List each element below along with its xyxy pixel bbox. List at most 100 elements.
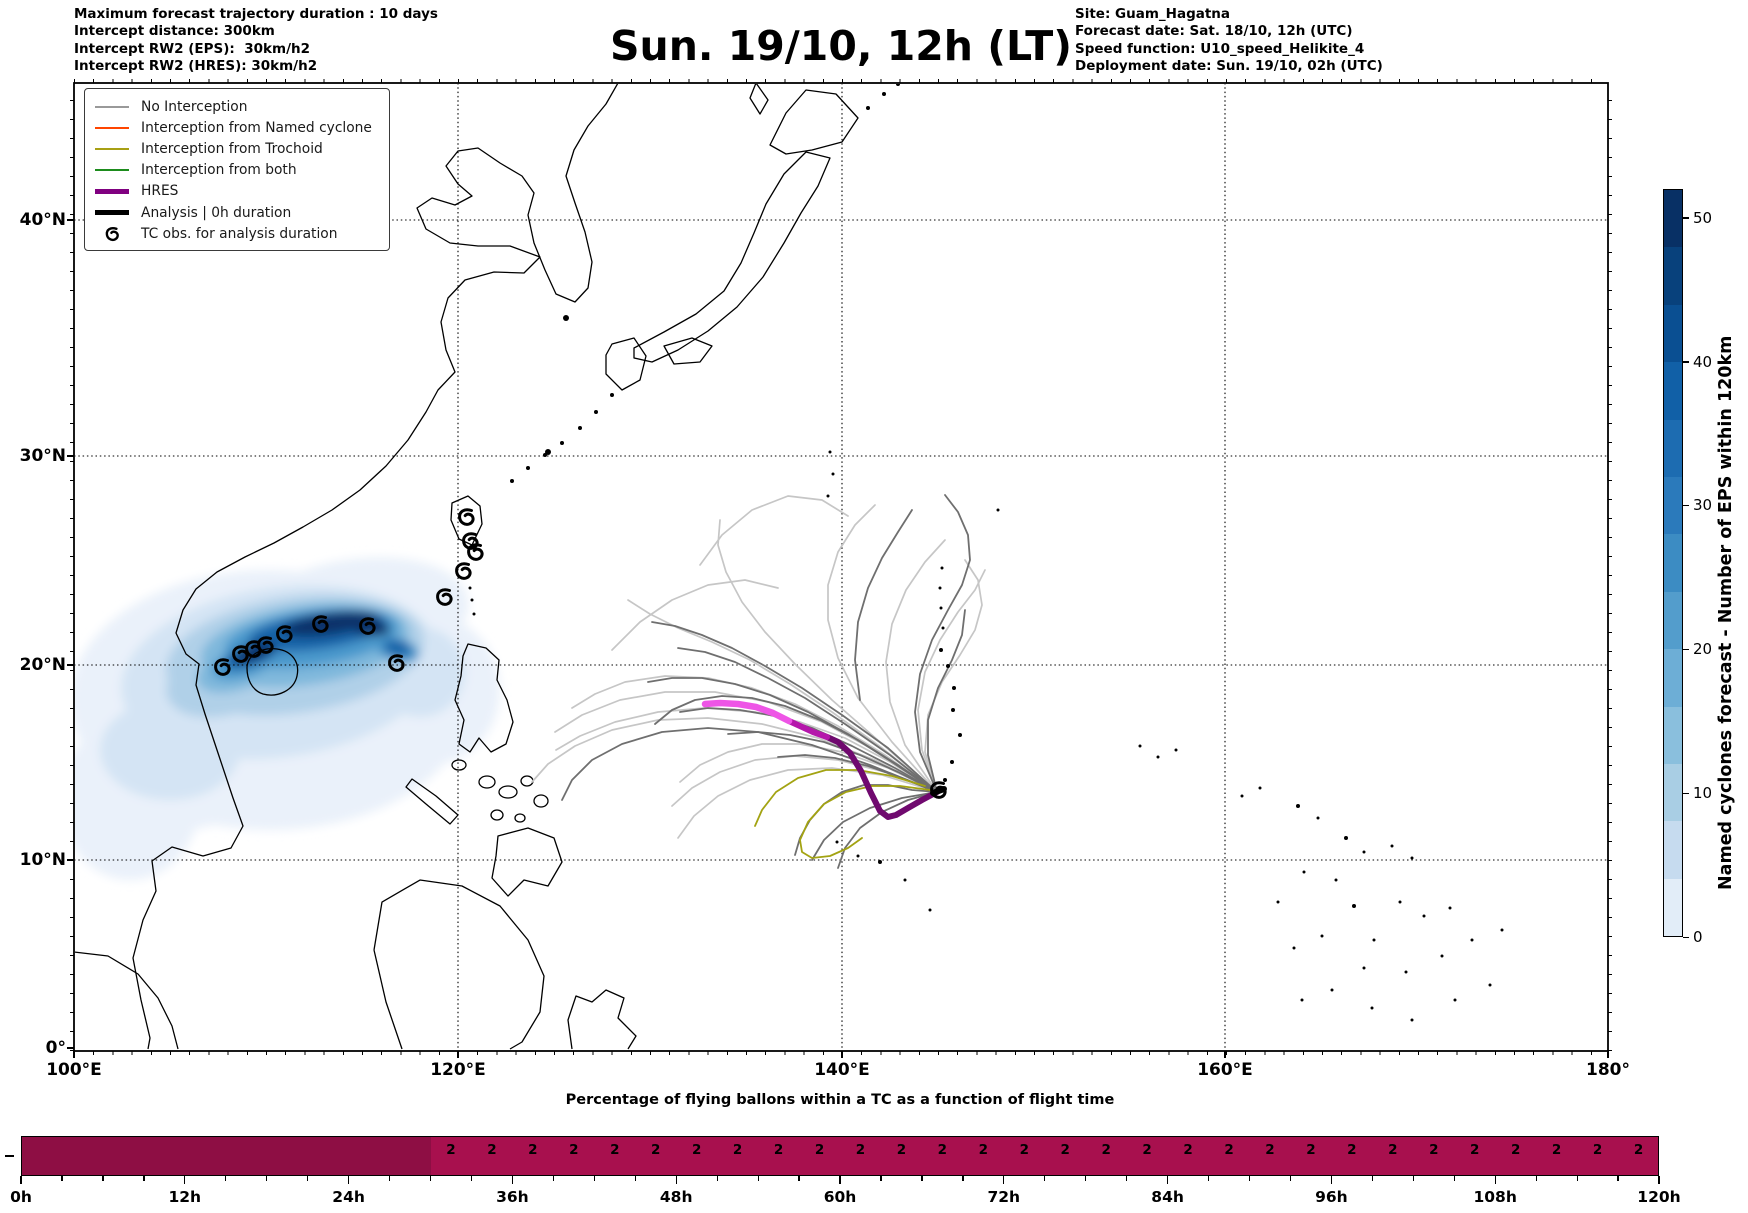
y-tick-label: 30°N [19, 446, 66, 466]
info-right-line: Site: Guam_Hagatna [1075, 6, 1231, 22]
bar-bin-value: 2 [528, 1142, 538, 1158]
legend-line-sample [95, 147, 129, 150]
bar-major-tick [348, 1176, 350, 1184]
bar-x-tick-label: 84h [1151, 1188, 1184, 1206]
colorbar-band [1664, 878, 1682, 937]
y-minor-ticks-right [1608, 83, 1612, 1051]
bar-x-tick-label: 60h [823, 1188, 857, 1206]
info-block-right: Site: Guam_Hagatna Forecast date: Sat. 18… [1075, 6, 1383, 76]
bar-major-tick [1167, 1176, 1169, 1184]
legend-line-sample [95, 126, 129, 129]
colorbar-tick-label: 0 [1693, 928, 1703, 946]
y-major-tick [67, 455, 74, 457]
bar-x-tick-label: 36h [496, 1188, 529, 1206]
bar-bin-value: 2 [1060, 1142, 1070, 1158]
legend-line-sample [95, 147, 129, 150]
bar-minor-tick [880, 1176, 882, 1181]
tc-cyclone-icon [455, 562, 472, 580]
bar-minor-tick [307, 1176, 309, 1181]
bar-bin-value: 2 [651, 1142, 661, 1158]
x-tick-label: 180° [1586, 1060, 1630, 1080]
bar-bin-value: 2 [1142, 1142, 1152, 1158]
colorbar-band [1664, 247, 1682, 305]
x-major-tick [73, 1051, 75, 1058]
info-right-line: Speed function: U10_speed_Helikite_4 [1075, 40, 1365, 57]
bar-bin-value: 2 [1551, 1142, 1562, 1158]
bar-segment [22, 1137, 431, 1175]
colorbar-band [1664, 706, 1682, 764]
colorbar-tick-label: 50 [1693, 208, 1713, 227]
bar-bin-value: 2 [1388, 1142, 1398, 1158]
coastlines [75, 84, 859, 1050]
bar-major-tick [1658, 1176, 1660, 1184]
bar-minor-tick [757, 1176, 759, 1181]
x-major-tick [841, 1051, 843, 1058]
legend-item-label: TC obs. for analysis duration [141, 225, 338, 242]
bar-major-tick [20, 1176, 22, 1184]
x-tick-label: 160°E [1197, 1060, 1253, 1080]
legend-item-label: Interception from Trochoid [141, 140, 323, 157]
colorbar-tick-label: 10 [1693, 784, 1713, 803]
bar-bin-value: 2 [1470, 1142, 1480, 1158]
trajectory-lines [531, 494, 986, 869]
legend-line-sample [95, 126, 129, 129]
bar-minor-tick [388, 1176, 391, 1181]
colorbar-band [1664, 362, 1682, 420]
colorbar-band [1664, 419, 1682, 477]
bar-minor-tick [1289, 1176, 1292, 1181]
legend-item-label: Interception from both [141, 162, 297, 179]
bar-minor-tick [1453, 1176, 1455, 1181]
legend-item: Analysis | 0h duration [95, 202, 379, 223]
bar-bin-value: 2 [937, 1142, 948, 1158]
legend-line-sample [95, 188, 129, 195]
flight-time-bar [21, 1136, 1659, 1176]
colorbar-tick-label: 30 [1693, 496, 1713, 515]
bar-minor-tick [1576, 1176, 1578, 1181]
x-tick-label: 120°E [430, 1060, 486, 1080]
legend-item-label: Analysis | 0h duration [141, 204, 292, 221]
colorbar-tick [1683, 504, 1689, 507]
bar-minor-tick [634, 1176, 636, 1181]
bar-minor-tick [1044, 1176, 1046, 1181]
y-major-tick [67, 664, 74, 666]
bar-bin-value: 2 [610, 1142, 620, 1158]
x-major-tick [1607, 1051, 1609, 1058]
legend-line-sample [95, 105, 129, 108]
bar-bin-value: 2 [1347, 1142, 1357, 1158]
bar-minor-tick [225, 1176, 227, 1181]
tc-cyclone-icon [458, 508, 475, 526]
colorbar-band [1664, 534, 1682, 592]
bar-bin-value: 2 [1224, 1142, 1234, 1158]
bar-bin-value: 2 [1633, 1142, 1644, 1158]
bar-major-tick [839, 1176, 841, 1184]
bar-minor-tick [102, 1176, 104, 1181]
bar-minor-tick [716, 1176, 718, 1181]
bar-minor-tick [1126, 1176, 1128, 1181]
bar-bin-value: 2 [691, 1142, 702, 1158]
bar-minor-tick [552, 1176, 555, 1181]
x-major-tick [457, 1051, 459, 1058]
bar-x-tick-label: 48h [659, 1188, 693, 1206]
bar-bin-value: 2 [1306, 1142, 1316, 1158]
bar-minor-tick [1085, 1176, 1087, 1181]
info-right-line: Forecast date: Sat. 18/10, 12h (UTC) [1075, 23, 1353, 40]
bar-major-tick [511, 1176, 514, 1184]
bar-x-tick-label: 96h [1315, 1188, 1348, 1206]
bar-bin-value: 2 [1019, 1142, 1029, 1158]
legend-item-label: HRES [141, 183, 179, 200]
bar-bin-value: 2 [487, 1142, 497, 1158]
bar-minor-tick [1617, 1176, 1619, 1181]
legend-line-sample [95, 188, 129, 195]
bar-major-tick [1330, 1176, 1333, 1184]
bar-bin-value: 2 [446, 1142, 456, 1158]
bar-minor-tick [61, 1176, 63, 1181]
y-tick-label: 20°N [19, 655, 66, 675]
bar-bin-value: 2 [896, 1142, 907, 1158]
graticule-gridlines [75, 84, 1607, 1050]
bottom-chart-title: Percentage of flying ballons within a TC… [565, 1092, 1115, 1108]
legend-item: Interception from both [95, 160, 379, 181]
bar-bin-value: 2 [1183, 1142, 1193, 1158]
colorbar [1663, 189, 1683, 937]
